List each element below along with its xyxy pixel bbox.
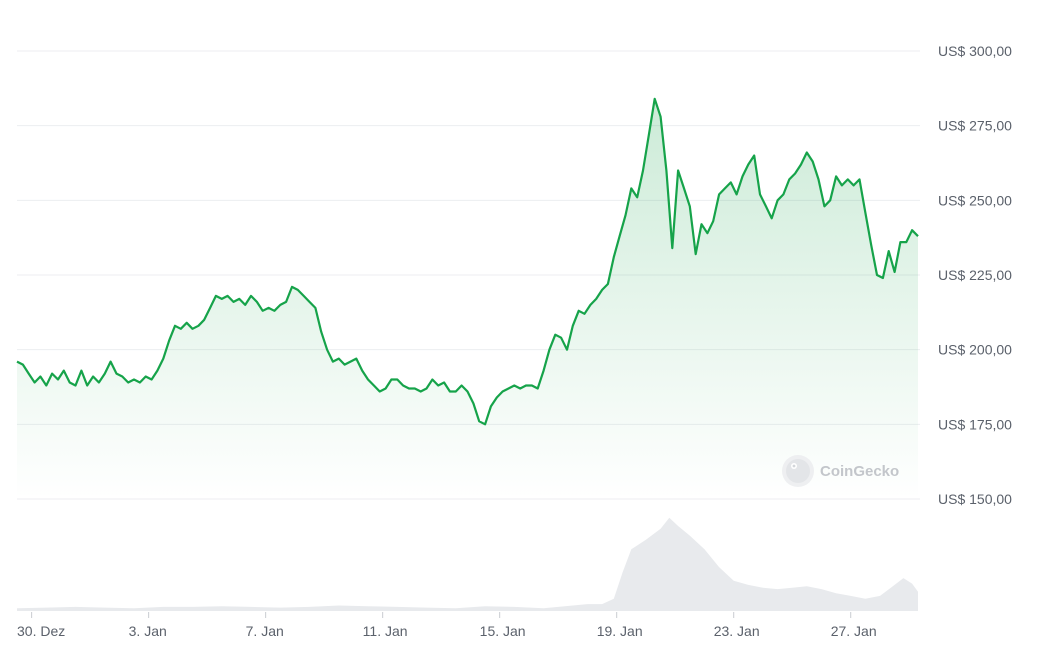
x-tick-label: 7. Jan	[246, 623, 284, 639]
x-axis: 30. Dez 3. Jan 7. Jan 11. Jan 15. Jan 19. Jan…	[17, 612, 877, 639]
x-tick-label: 11. Jan	[363, 623, 408, 639]
y-tick-label: US$ 150,00	[938, 491, 1012, 507]
y-tick-label: US$ 300,00	[938, 43, 1012, 59]
volume-bars	[17, 517, 918, 611]
x-tick-label: 19. Jan	[597, 623, 643, 639]
coingecko-logo-icon	[782, 455, 814, 487]
y-tick-label: US$ 175,00	[938, 416, 1012, 432]
coingecko-watermark: CoinGecko	[782, 455, 899, 487]
y-tick-label: US$ 250,00	[938, 192, 1012, 208]
y-axis: US$ 300,00 US$ 275,00 US$ 250,00 US$ 225,00…	[938, 43, 1012, 507]
y-tick-label: US$ 275,00	[938, 118, 1012, 134]
x-tick-label: 23. Jan	[714, 623, 760, 639]
price-area	[16, 97, 919, 500]
volume-area	[17, 517, 918, 611]
watermark-text: CoinGecko	[820, 463, 899, 480]
price-line	[16, 97, 919, 426]
y-tick-label: US$ 200,00	[938, 342, 1012, 358]
y-tick-label: US$ 225,00	[938, 267, 1012, 283]
x-tick-label: 27. Jan	[831, 623, 877, 639]
x-tick-label: 3. Jan	[129, 623, 167, 639]
price-fill	[17, 98, 918, 500]
x-tick-label: 15. Jan	[480, 623, 526, 639]
x-tick-label: 30. Dez	[17, 623, 65, 639]
